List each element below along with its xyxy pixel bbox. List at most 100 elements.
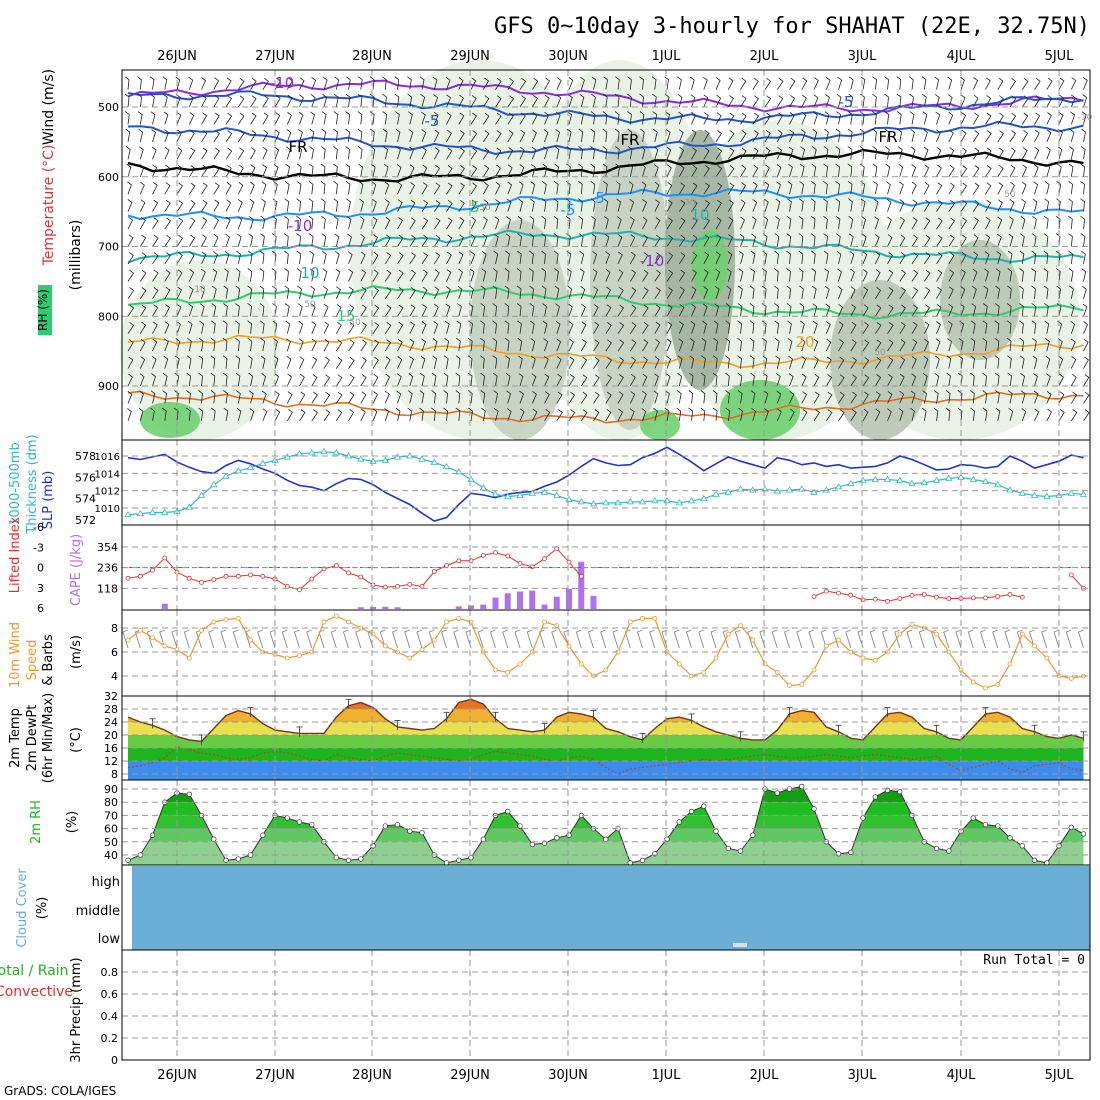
- wind-barb-10m: [808, 629, 815, 649]
- wind-barb: [923, 234, 931, 247]
- wind10m-point: [983, 685, 988, 691]
- wind-barb: [311, 356, 318, 369]
- wind-barb: [237, 181, 244, 195]
- lifted-index-point: [150, 567, 155, 573]
- wind-barb: [617, 339, 625, 352]
- wind-barb: [1068, 198, 1073, 212]
- wind-barb: [884, 146, 890, 160]
- wind-barb: [188, 165, 196, 178]
- lifted-index-tick-label: -3: [33, 541, 44, 554]
- wind-barb: [139, 287, 147, 300]
- wind-barb: [911, 373, 917, 387]
- temp-minmax-bar: [590, 710, 597, 721]
- wind-barb: [713, 320, 719, 334]
- wind-barb: [273, 355, 279, 369]
- wind-barb: [849, 251, 855, 265]
- wind-barb: [970, 320, 976, 334]
- wind-barb: [433, 147, 440, 160]
- wind10m-point: [211, 619, 217, 625]
- wind-barb: [198, 337, 204, 352]
- wind-barb: [824, 285, 830, 299]
- wind-barb: [164, 286, 171, 299]
- wind10m-point: [382, 643, 388, 649]
- wind-barb: [899, 390, 904, 404]
- wind-barb: [727, 130, 735, 143]
- wind-barb: [911, 356, 917, 369]
- thickness-point: [1043, 492, 1051, 499]
- wind-barb: [887, 287, 894, 300]
- wind-barb: [223, 303, 228, 317]
- wind-barb: [605, 408, 612, 422]
- rh2m-point: [701, 803, 707, 809]
- wind-barb: [1057, 146, 1063, 160]
- wind-barb: [211, 303, 217, 317]
- wind-barb: [985, 77, 991, 90]
- wind-barb: [872, 146, 878, 160]
- wind-barb: [971, 303, 977, 317]
- pressure-tick-label: 500: [98, 101, 119, 114]
- wind-barb: [740, 95, 747, 108]
- wind-barb: [322, 76, 328, 90]
- wind-barb: [761, 303, 767, 317]
- wind-barb: [225, 164, 232, 178]
- wind-barb: [972, 268, 978, 282]
- wind-barb: [789, 408, 795, 422]
- wind-barb: [458, 165, 465, 178]
- wind-barb: [432, 76, 438, 90]
- wind-barb: [984, 251, 990, 265]
- wind-barb: [580, 321, 587, 334]
- lifted-index-point: [493, 550, 498, 555]
- wind-barb: [691, 303, 696, 317]
- wind-barb: [247, 355, 253, 369]
- wind-barb: [504, 337, 510, 352]
- rh2m-point: [468, 854, 474, 861]
- wind-barb: [164, 146, 170, 160]
- wind-barb: [224, 250, 230, 265]
- wind-barb: [629, 216, 635, 230]
- wind-barb: [703, 199, 710, 212]
- wind-barb: [862, 408, 869, 422]
- wind-barb: [567, 285, 573, 299]
- wind-barb-10m: [955, 629, 962, 649]
- wind-barb: [1046, 94, 1053, 108]
- wind-barb: [516, 268, 522, 282]
- wind-barb: [653, 146, 659, 160]
- wind-barb: [614, 128, 620, 142]
- wind-barb: [250, 181, 255, 195]
- rh2m-point: [370, 843, 376, 849]
- wind-barb: [237, 164, 244, 177]
- slp-tick-label: 1010: [95, 504, 120, 515]
- wind-barb: [899, 252, 906, 265]
- wind-barb: [1021, 147, 1028, 160]
- wind-barb: [127, 234, 134, 247]
- wind-barb: [578, 128, 584, 142]
- wind-barb: [409, 182, 416, 195]
- precip-convective-label: Convective: [0, 984, 73, 1000]
- wind-barb: [666, 355, 671, 369]
- wind-barb: [836, 250, 842, 264]
- wind-barb: [421, 182, 428, 195]
- wind-barb: [642, 373, 648, 387]
- wind-barb: [798, 198, 804, 212]
- wind-barb: [492, 372, 498, 387]
- wind10m-point: [909, 622, 915, 627]
- wind-barb: [201, 199, 208, 212]
- wind-barb: [149, 76, 155, 90]
- wind-barb: [884, 128, 890, 142]
- wind-barb: [175, 76, 181, 90]
- wind-barb: [899, 269, 906, 282]
- wind-barb: [948, 147, 955, 160]
- thickness-point: [418, 455, 426, 462]
- wind-barb: [360, 304, 367, 317]
- wind-barb: [259, 250, 265, 264]
- wind-barb: [262, 95, 269, 108]
- wind-barb: [126, 163, 132, 177]
- wind-barb: [139, 304, 147, 317]
- thickness-point: [847, 479, 855, 487]
- rh-shading: [140, 402, 200, 438]
- wind-barb: [798, 233, 804, 247]
- wind-barb: [578, 215, 584, 230]
- wind-barb: [580, 374, 588, 387]
- contour-label: -5: [561, 201, 576, 219]
- wind-barb: [910, 146, 916, 160]
